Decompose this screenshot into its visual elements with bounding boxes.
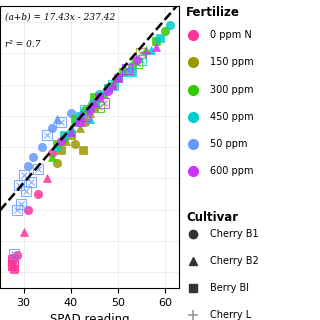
Text: Fertilize: Fertilize [186, 6, 240, 20]
X-axis label: SPAD reading: SPAD reading [50, 313, 129, 320]
Text: Cherry B1: Cherry B1 [210, 228, 259, 239]
Text: 150 ppm: 150 ppm [210, 57, 254, 68]
Text: 600 ppm: 600 ppm [210, 166, 254, 176]
Text: 450 ppm: 450 ppm [210, 112, 254, 122]
Text: r² = 0.7: r² = 0.7 [5, 40, 41, 49]
Text: Berry Bl: Berry Bl [210, 283, 249, 293]
Text: Cherry L: Cherry L [210, 310, 252, 320]
Text: Cherry B2: Cherry B2 [210, 256, 259, 266]
Text: 300 ppm: 300 ppm [210, 84, 254, 95]
Text: Cultivar: Cultivar [186, 211, 238, 224]
Text: 0 ppm N: 0 ppm N [210, 30, 252, 40]
Text: 50 ppm: 50 ppm [210, 139, 248, 149]
Text: (a+b) = 17.43x - 237.42: (a+b) = 17.43x - 237.42 [5, 12, 116, 21]
